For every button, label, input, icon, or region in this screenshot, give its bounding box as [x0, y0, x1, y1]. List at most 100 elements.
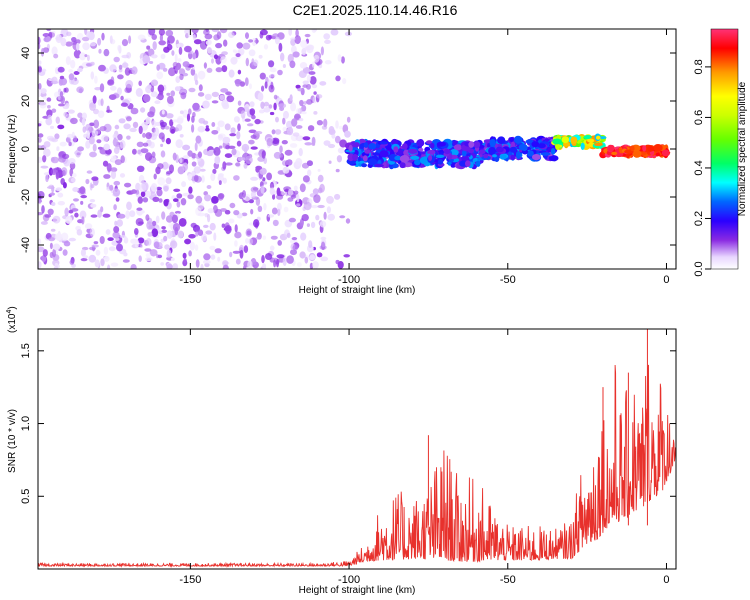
heatmap-cell: [253, 59, 259, 67]
heatmap-cell: [319, 220, 327, 228]
colorbar-tick-label: 0.6: [693, 110, 705, 125]
heatmap-cell: [224, 123, 231, 131]
heatmap-cell: [220, 56, 227, 64]
heatmap-cell: [52, 248, 56, 258]
heatmap-cell: [163, 235, 168, 242]
snr-frame: [37, 328, 677, 570]
heatmap-cell: [96, 139, 102, 144]
heatmap-cell: [437, 158, 444, 165]
heatmap-cell: [286, 255, 294, 264]
heatmap-cell: [273, 259, 277, 268]
heatmap-cell: [296, 108, 301, 114]
heatmap-cell: [166, 249, 172, 258]
heatmap-cell: [169, 119, 174, 127]
heatmap-cell: [197, 202, 204, 210]
heatmap-cell: [263, 203, 267, 211]
heatmap-cell: [295, 125, 303, 129]
heatmap-cell: [254, 118, 261, 125]
heatmap-cell: [179, 134, 184, 138]
heatmap-cell: [72, 187, 79, 192]
heatmap-cell: [138, 80, 142, 87]
heatmap-cell: [225, 145, 231, 150]
heatmap-cell: [282, 117, 286, 125]
heatmap-cell: [236, 42, 243, 49]
heatmap-cell: [213, 54, 219, 60]
heatmap-cell: [337, 147, 345, 154]
heatmap-cell: [235, 53, 241, 58]
top-y-tick-label: -40: [20, 237, 32, 253]
heatmap-cell: [323, 118, 328, 128]
heatmap-cell: [198, 117, 206, 124]
heatmap-cell: [145, 257, 153, 262]
heatmap-cell: [184, 238, 192, 245]
heatmap-cell: [38, 212, 44, 216]
heatmap-cell: [308, 240, 313, 249]
heatmap-cell: [82, 126, 87, 133]
heatmap-cell: [59, 75, 65, 80]
heatmap-cell: [117, 87, 122, 96]
heatmap-cell: [531, 141, 540, 148]
heatmap-cell: [70, 59, 76, 69]
heatmap-cell: [172, 61, 178, 68]
heatmap-cell: [201, 175, 205, 183]
heatmap-cell: [312, 261, 319, 269]
heatmap-cell: [89, 199, 96, 203]
heatmap-cell: [218, 145, 223, 149]
heatmap-cell: [180, 92, 187, 100]
heatmap-cell: [224, 225, 232, 234]
heatmap-cell: [301, 162, 310, 169]
heatmap-cell: [271, 129, 276, 135]
heatmap-cell: [311, 61, 315, 68]
heatmap-cell: [57, 124, 65, 130]
heatmap-cell: [216, 126, 221, 132]
heatmap-cell: [55, 187, 63, 192]
heatmap-cell: [59, 201, 65, 206]
heatmap-cell: [230, 56, 238, 65]
heatmap-cell: [158, 132, 165, 140]
heatmap-cell: [363, 142, 369, 148]
heatmap-cell: [509, 146, 517, 153]
heatmap-cell: [282, 166, 290, 174]
heatmap-cell: [117, 213, 126, 219]
heatmap-cell: [248, 238, 253, 245]
heatmap-cell: [473, 141, 481, 149]
heatmap-cell: [276, 254, 285, 259]
heatmap-cell: [158, 90, 164, 95]
heatmap-cell: [38, 261, 42, 269]
heatmap-cell: [173, 198, 179, 203]
heatmap-cell: [57, 66, 65, 73]
heatmap-cell: [219, 29, 228, 34]
heatmap-cell: [172, 263, 178, 269]
heatmap-cell: [203, 259, 211, 265]
heatmap-cell: [222, 177, 227, 184]
heatmap-cell: [119, 173, 126, 178]
heatmap-cell: [70, 177, 76, 183]
heatmap-cell: [258, 54, 263, 59]
svg-text:(x104): (x104): [6, 306, 18, 333]
heatmap-cell: [282, 160, 288, 166]
heatmap-cell: [157, 177, 166, 186]
heatmap-cell: [40, 165, 49, 169]
heatmap-cell: [214, 155, 221, 165]
heatmap-cell: [298, 118, 304, 122]
heatmap-cell: [103, 246, 109, 255]
heatmap-cell: [132, 121, 139, 129]
heatmap-cell: [65, 215, 73, 224]
heatmap-cell: [184, 45, 192, 53]
heatmap-cell: [38, 246, 45, 253]
heatmap-cell: [145, 214, 150, 222]
heatmap-cell: [237, 123, 241, 132]
heatmap-cell: [74, 212, 79, 218]
heatmap-cell: [268, 104, 273, 109]
heatmap-cell: [187, 194, 194, 200]
heatmap-cell: [43, 141, 51, 148]
heatmap-cell: [211, 196, 219, 204]
heatmap-cell: [43, 148, 51, 157]
heatmap-cell: [161, 211, 166, 220]
heatmap-cell: [282, 257, 287, 266]
colorbar-gradient: [710, 28, 739, 270]
heatmap-cell: [151, 151, 156, 159]
heatmap-cell: [313, 54, 320, 63]
heatmap-cell: [51, 76, 58, 85]
heatmap-cell: [160, 262, 165, 266]
